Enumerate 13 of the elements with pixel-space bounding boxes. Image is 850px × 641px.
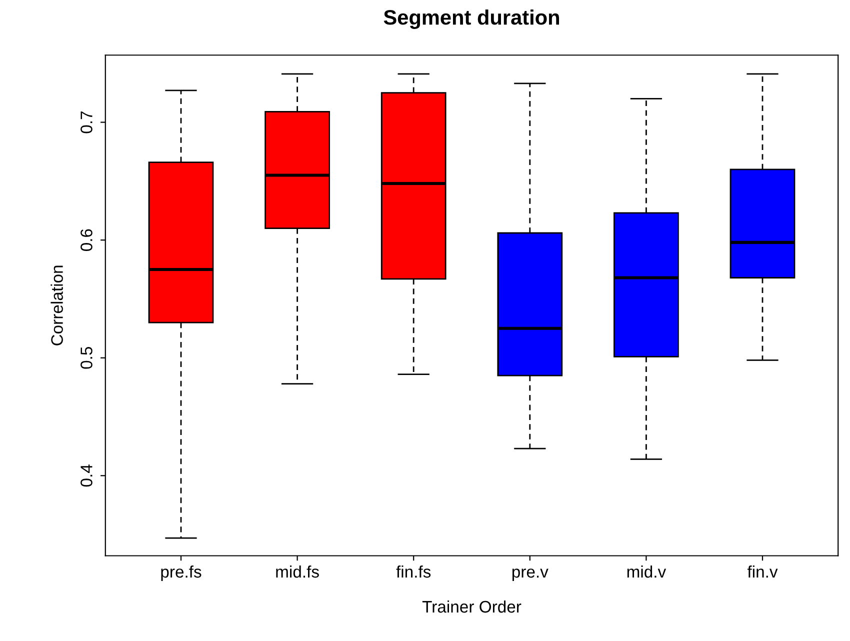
y-tick-label: 0.4 (80, 464, 92, 487)
y-tick-label: 0.5 (80, 346, 92, 369)
x-tick-label: pre.fs (161, 565, 202, 582)
x-tick-label: mid.v (627, 565, 666, 578)
y-tick-label: 0.6 (80, 229, 92, 251)
x-tick-label: fin.v (747, 565, 778, 578)
x-axis-title: Trainer Order (422, 600, 522, 613)
x-tick-label: fin.fs (396, 565, 431, 578)
y-tick-label: 0.7 (80, 112, 92, 134)
x-tick-label: pre.v (512, 568, 548, 582)
chart-title: Segment duration (384, 9, 560, 29)
y-axis-title: Correlation (50, 266, 63, 346)
x-tick-label: mid.fs (276, 565, 319, 578)
